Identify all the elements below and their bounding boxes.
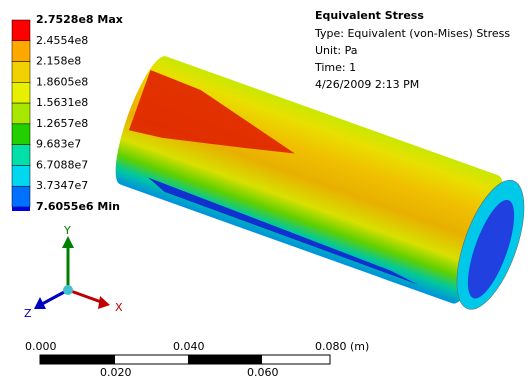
scale-label: 0.040 — [173, 340, 205, 353]
scale-label: 0.080 (m) — [315, 340, 369, 353]
screenshot: 2.7528e8 Max 2.4554e8 2.158e8 1.8605e8 1.563… — [0, 0, 531, 381]
triad-x: X — [115, 301, 123, 314]
legend-label: 2.4554e8 — [36, 34, 88, 47]
scale-bar: 0.000 0.040 0.080 (m) 0.020 0.060 — [25, 340, 369, 379]
legend-label: 2.7528e8 Max — [36, 13, 123, 26]
info-line: 4/26/2009 2:13 PM — [315, 78, 419, 91]
legend-swatch — [12, 186, 30, 207]
legend-swatch — [12, 165, 30, 186]
legend-label: 1.8605e8 — [36, 75, 88, 88]
legend: 2.7528e8 Max 2.4554e8 2.158e8 1.8605e8 1.563… — [12, 13, 123, 213]
legend-label: 3.7347e7 — [36, 179, 88, 192]
triad-z: Z — [24, 307, 32, 320]
scale-label: 0.060 — [247, 366, 279, 379]
info-line: Type: Equivalent (von-Mises) Stress — [314, 27, 510, 40]
info-line: Time: 1 — [314, 61, 356, 74]
scale-label: 0.000 — [25, 340, 57, 353]
legend-label: 1.2657e8 — [36, 117, 88, 130]
legend-swatch — [12, 103, 30, 124]
legend-label: 9.683e7 — [36, 138, 81, 151]
legend-swatch — [12, 62, 30, 83]
legend-label: 7.6055e6 Min — [36, 200, 120, 213]
legend-swatch — [12, 145, 30, 166]
triad-y: Y — [63, 224, 71, 237]
axis-triad: Y X Z — [24, 224, 123, 320]
legend-swatch — [12, 124, 30, 145]
legend-swatch — [12, 82, 30, 103]
legend-label: 2.158e8 — [36, 55, 81, 68]
legend-label: 6.7088e7 — [36, 158, 88, 171]
scale-label: 0.020 — [100, 366, 132, 379]
legend-cap — [12, 207, 30, 211]
info: Type: Equivalent (von-Mises) Stress Unit:… — [314, 27, 510, 91]
info-line: Unit: Pa — [315, 44, 357, 57]
legend-swatch — [12, 20, 30, 41]
info-title: Equivalent Stress — [315, 9, 424, 22]
legend-label: 1.5631e8 — [36, 96, 88, 109]
legend-swatch — [12, 41, 30, 62]
